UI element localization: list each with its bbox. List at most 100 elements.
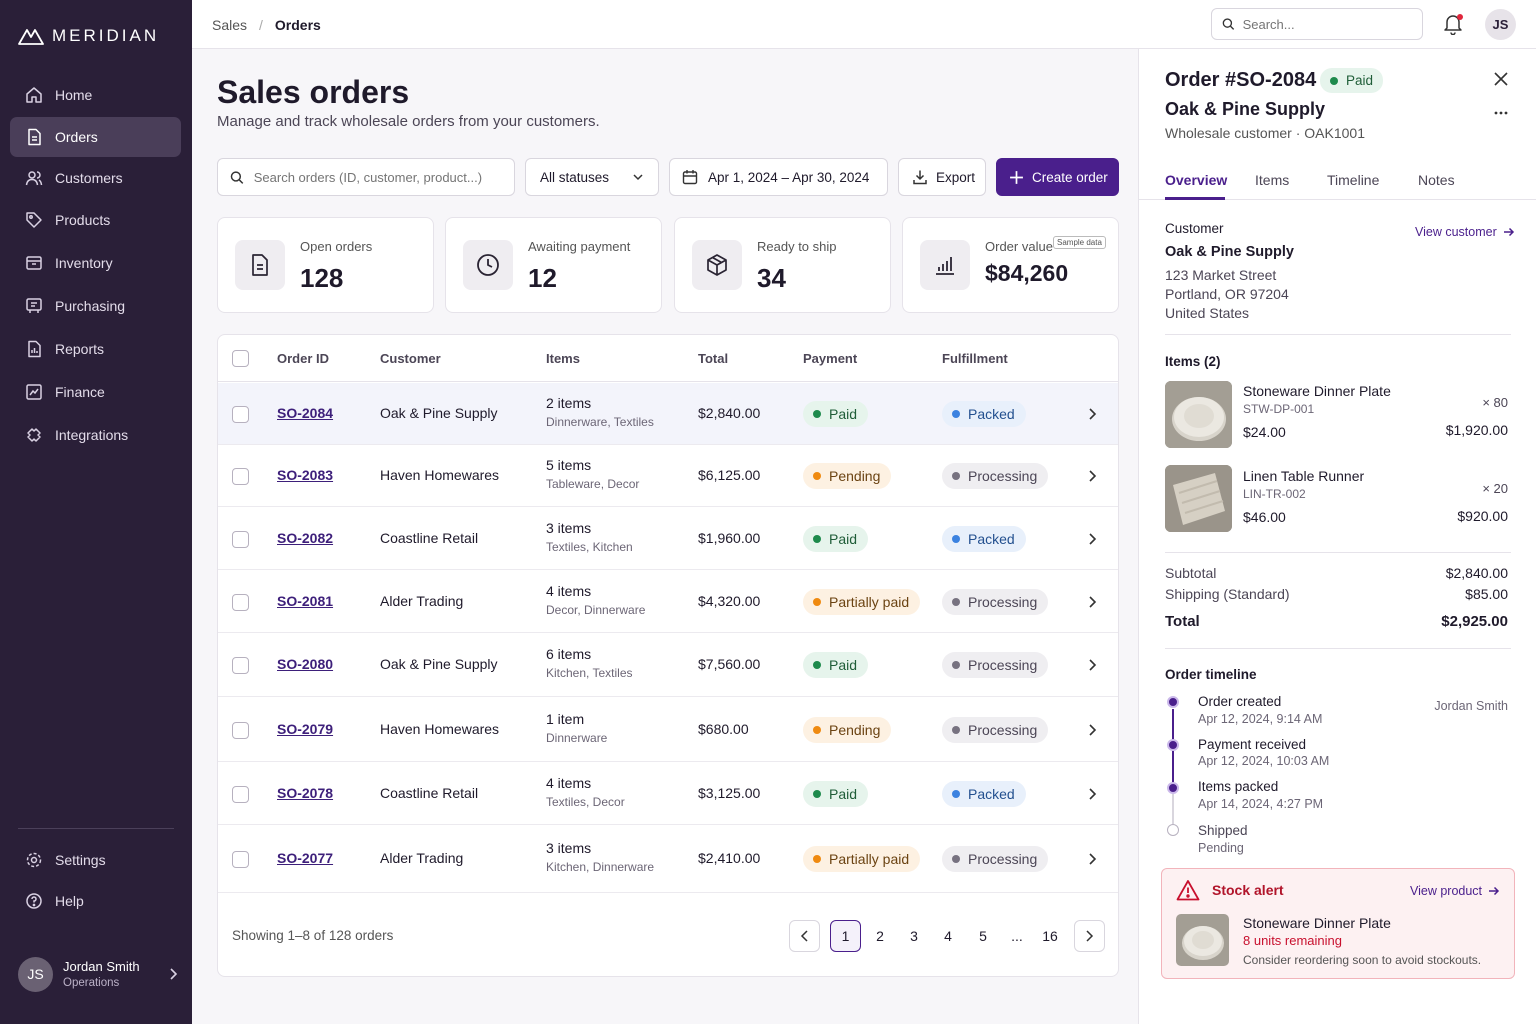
breadcrumb-parent[interactable]: Sales <box>212 17 248 33</box>
export-button[interactable]: Export <box>898 158 986 196</box>
table-row[interactable]: SO-2078 Coastline Retail 4 items Textiles, … <box>218 762 1118 825</box>
page-button[interactable]: 2 <box>876 928 884 944</box>
table-row[interactable]: SO-2084 Oak & Pine Supply 2 items Dinnerwar… <box>218 383 1118 445</box>
tab-notes[interactable]: Notes <box>1418 172 1455 188</box>
sidebar-item-products[interactable]: Products <box>10 200 181 240</box>
status-dot <box>1330 76 1338 85</box>
column-header-order-id[interactable]: Order ID <box>277 351 330 366</box>
row-checkbox[interactable] <box>232 657 249 674</box>
chevron-right-icon[interactable] <box>1088 532 1097 545</box>
sidebar-item-settings[interactable]: Settings <box>10 840 181 880</box>
close-panel-button[interactable] <box>1494 72 1508 86</box>
chevron-right-icon[interactable] <box>1088 408 1097 420</box>
tab-overview[interactable]: Overview <box>1165 172 1228 188</box>
sidebar-item-orders[interactable]: Orders <box>10 117 181 157</box>
page-button[interactable]: 4 <box>944 928 952 944</box>
table-row[interactable]: SO-2081 Alder Trading 4 items Decor, Dinner… <box>218 570 1118 633</box>
user-menu[interactable]: JS Jordan Smith Operations <box>18 954 178 994</box>
column-header-total[interactable]: Total <box>698 351 729 366</box>
chevron-right-icon[interactable] <box>1088 787 1097 800</box>
more-options-button[interactable] <box>1494 111 1508 115</box>
order-id-link[interactable]: SO-2080 <box>277 656 334 672</box>
column-header-fulfillment[interactable]: Fulfillment <box>942 351 1008 366</box>
product-image-runner[interactable] <box>1165 465 1232 532</box>
order-detail-panel: Order #SO-2084 Paid Oak & Pine Supply Wh… <box>1138 49 1536 1024</box>
total-cell: $6,125.00 <box>698 467 761 483</box>
row-checkbox[interactable] <box>232 530 249 548</box>
view-product-link[interactable]: View product <box>1410 884 1500 898</box>
finance-icon <box>26 384 42 400</box>
create-order-button[interactable]: Create order <box>996 158 1119 196</box>
select-all-checkbox[interactable] <box>232 350 249 367</box>
customer-meta: Wholesale customer · OAK1001 <box>1165 125 1365 141</box>
sidebar-item-reports[interactable]: Reports <box>10 329 181 369</box>
chevron-right-icon[interactable] <box>1088 659 1097 671</box>
customer-cell: Coastline Retail <box>380 529 479 546</box>
chevron-right-icon[interactable] <box>1088 470 1097 482</box>
column-header-customer[interactable]: Customer <box>380 351 441 366</box>
next-page-button[interactable] <box>1074 920 1105 952</box>
timeline-heading: Order timeline <box>1165 667 1257 682</box>
items-heading: Items (2) <box>1165 354 1221 369</box>
global-search-input[interactable] <box>1242 16 1422 32</box>
row-checkbox[interactable] <box>232 785 249 803</box>
table-row[interactable]: SO-2082 Coastline Retail 3 items Textiles, … <box>218 507 1118 570</box>
row-checkbox[interactable] <box>232 593 249 611</box>
order-id-link[interactable]: SO-2082 <box>277 529 334 546</box>
chevron-right-icon[interactable] <box>1088 853 1097 865</box>
order-id-link[interactable]: SO-2078 <box>277 784 334 801</box>
avatar[interactable]: JS <box>1485 9 1516 40</box>
sidebar-item-inventory[interactable]: Inventory <box>10 243 181 283</box>
item-quantity: × 80 <box>1482 395 1508 410</box>
sidebar-item-label: Finance <box>55 384 105 400</box>
tab-items[interactable]: Items <box>1255 172 1290 188</box>
sidebar-item-purchasing[interactable]: Purchasing <box>10 286 181 326</box>
orders-search-input[interactable] <box>253 169 514 185</box>
row-checkbox[interactable] <box>232 468 249 485</box>
notifications-button[interactable] <box>1443 13 1463 35</box>
table-row[interactable]: SO-2077 Alder Trading 3 items Kitchen, Dinn… <box>218 825 1118 893</box>
global-search[interactable] <box>1211 8 1423 40</box>
column-header-payment[interactable]: Payment <box>803 351 858 366</box>
column-header-items[interactable]: Items <box>546 351 580 366</box>
timeline-event-time: Apr 12, 2024, 10:03 AM <box>1198 754 1330 768</box>
table-row[interactable]: SO-2079 Haven Homewares 1 item Dinnerware $6… <box>218 697 1118 762</box>
home-icon <box>26 87 42 103</box>
order-id-link[interactable]: SO-2077 <box>277 850 334 866</box>
view-customer-link[interactable]: View customer <box>1415 225 1515 239</box>
order-id-link[interactable]: SO-2083 <box>277 467 334 483</box>
order-id-link[interactable]: SO-2084 <box>277 405 334 421</box>
date-range-picker[interactable]: Apr 1, 2024 – Apr 30, 2024 <box>669 158 888 196</box>
arrow-right-icon <box>1503 227 1514 237</box>
logo[interactable]: MERIDIAN <box>18 26 159 46</box>
chevron-right-icon <box>170 968 178 980</box>
page-button[interactable]: 1 <box>830 920 861 952</box>
sidebar-item-integrations[interactable]: Integrations <box>10 415 181 455</box>
chevron-right-icon[interactable] <box>1088 595 1097 608</box>
table-row[interactable]: SO-2083 Haven Homewares 5 items Tableware, … <box>218 445 1118 507</box>
chevron-right-icon[interactable] <box>1088 723 1097 736</box>
table-row[interactable]: SO-2080 Oak & Pine Supply 6 items Kitchen, … <box>218 633 1118 697</box>
sidebar-item-customers[interactable]: Customers <box>10 158 181 198</box>
page-button[interactable]: 3 <box>910 928 918 944</box>
prev-page-button[interactable] <box>789 920 820 952</box>
payment-status-label: Paid <box>829 657 858 673</box>
sidebar-item-finance[interactable]: Finance <box>10 372 181 412</box>
order-id-link[interactable]: SO-2079 <box>277 720 334 737</box>
tab-timeline[interactable]: Timeline <box>1327 172 1380 188</box>
row-checkbox[interactable] <box>232 721 249 739</box>
timeline-connector <box>1172 751 1174 787</box>
total-cell: $680.00 <box>698 720 749 737</box>
order-id-link[interactable]: SO-2081 <box>277 592 334 609</box>
stat-card-open-orders: Open orders 128 <box>217 217 434 313</box>
status-select[interactable]: All statuses <box>525 158 659 196</box>
product-image-plate[interactable] <box>1165 381 1232 448</box>
row-checkbox[interactable] <box>232 406 249 423</box>
calendar-icon <box>682 170 698 185</box>
page-button[interactable]: 16 <box>1042 928 1058 944</box>
sidebar-item-help[interactable]: Help <box>10 881 181 921</box>
row-checkbox[interactable] <box>232 851 249 868</box>
page-button[interactable]: 5 <box>979 928 987 944</box>
orders-search[interactable] <box>217 158 515 196</box>
sidebar-item-home[interactable]: Home <box>10 75 181 115</box>
